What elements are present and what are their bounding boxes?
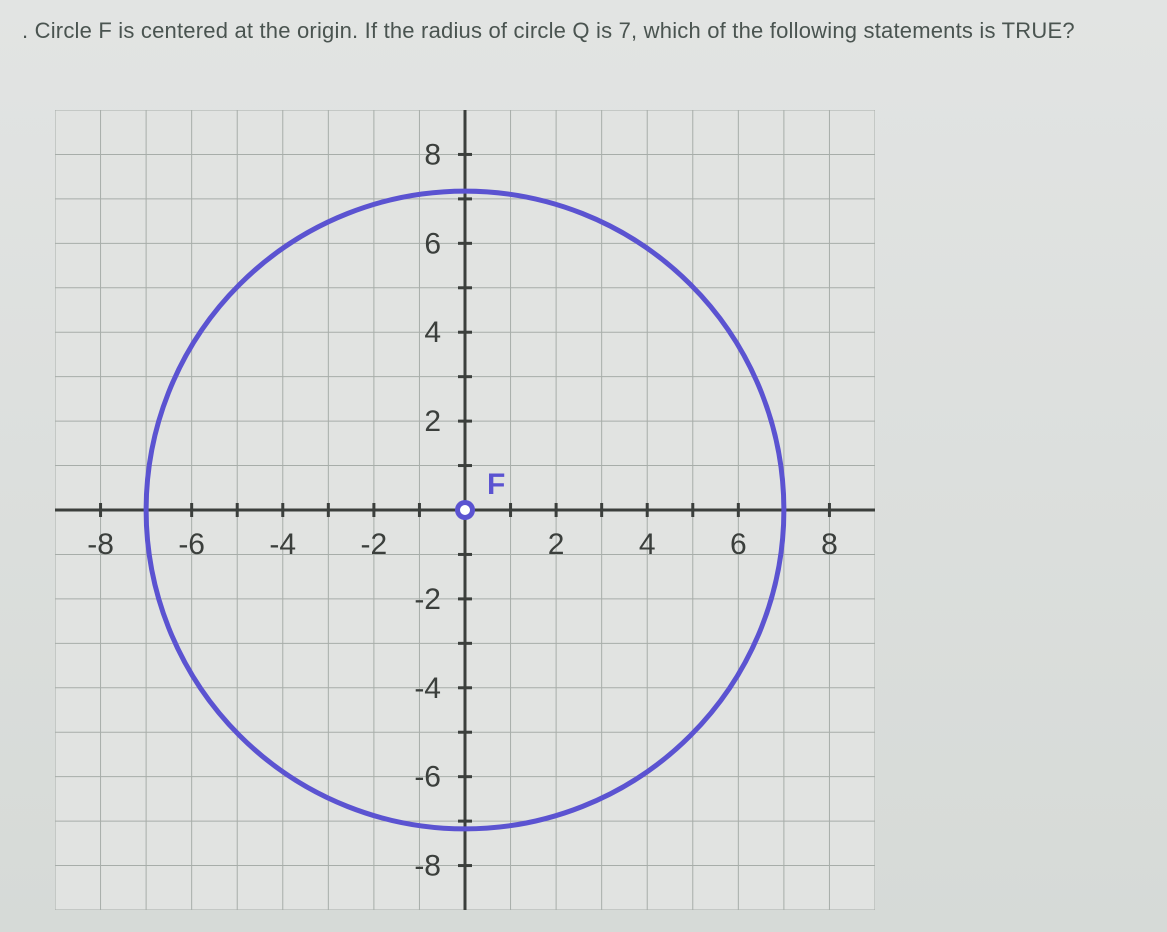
chart-container: -8 -6 -4 -2 2 4 6 8 8 6 4 2 -2 -4 -6 -8 F [55,110,875,910]
center-point-label: F [487,468,505,501]
center-point-inner [460,505,470,515]
x-axis-label: 2 [548,528,565,561]
page-root: . Circle F is centered at the origin. If… [0,0,1167,932]
y-axis-label: 4 [424,316,441,349]
x-axis-label: -2 [361,528,388,561]
x-axis-label: 8 [821,528,838,561]
x-axis-label: -8 [87,528,114,561]
y-axis-label: 6 [424,227,441,260]
y-axis-label: -8 [414,850,441,883]
x-axis-label: 6 [730,528,747,561]
x-axis-label: -6 [178,528,205,561]
question-text: . Circle F is centered at the origin. If… [20,16,1147,46]
y-axis-label: 2 [424,405,441,438]
coordinate-chart: -8 -6 -4 -2 2 4 6 8 8 6 4 2 -2 -4 -6 -8 F [55,110,875,910]
y-axis-label: -6 [414,761,441,794]
y-axis-label: 8 [424,138,441,171]
x-axis-label: -4 [269,528,296,561]
y-axis-label: -4 [414,672,441,705]
y-axis-label: -2 [414,583,441,616]
x-axis-label: 4 [639,528,656,561]
